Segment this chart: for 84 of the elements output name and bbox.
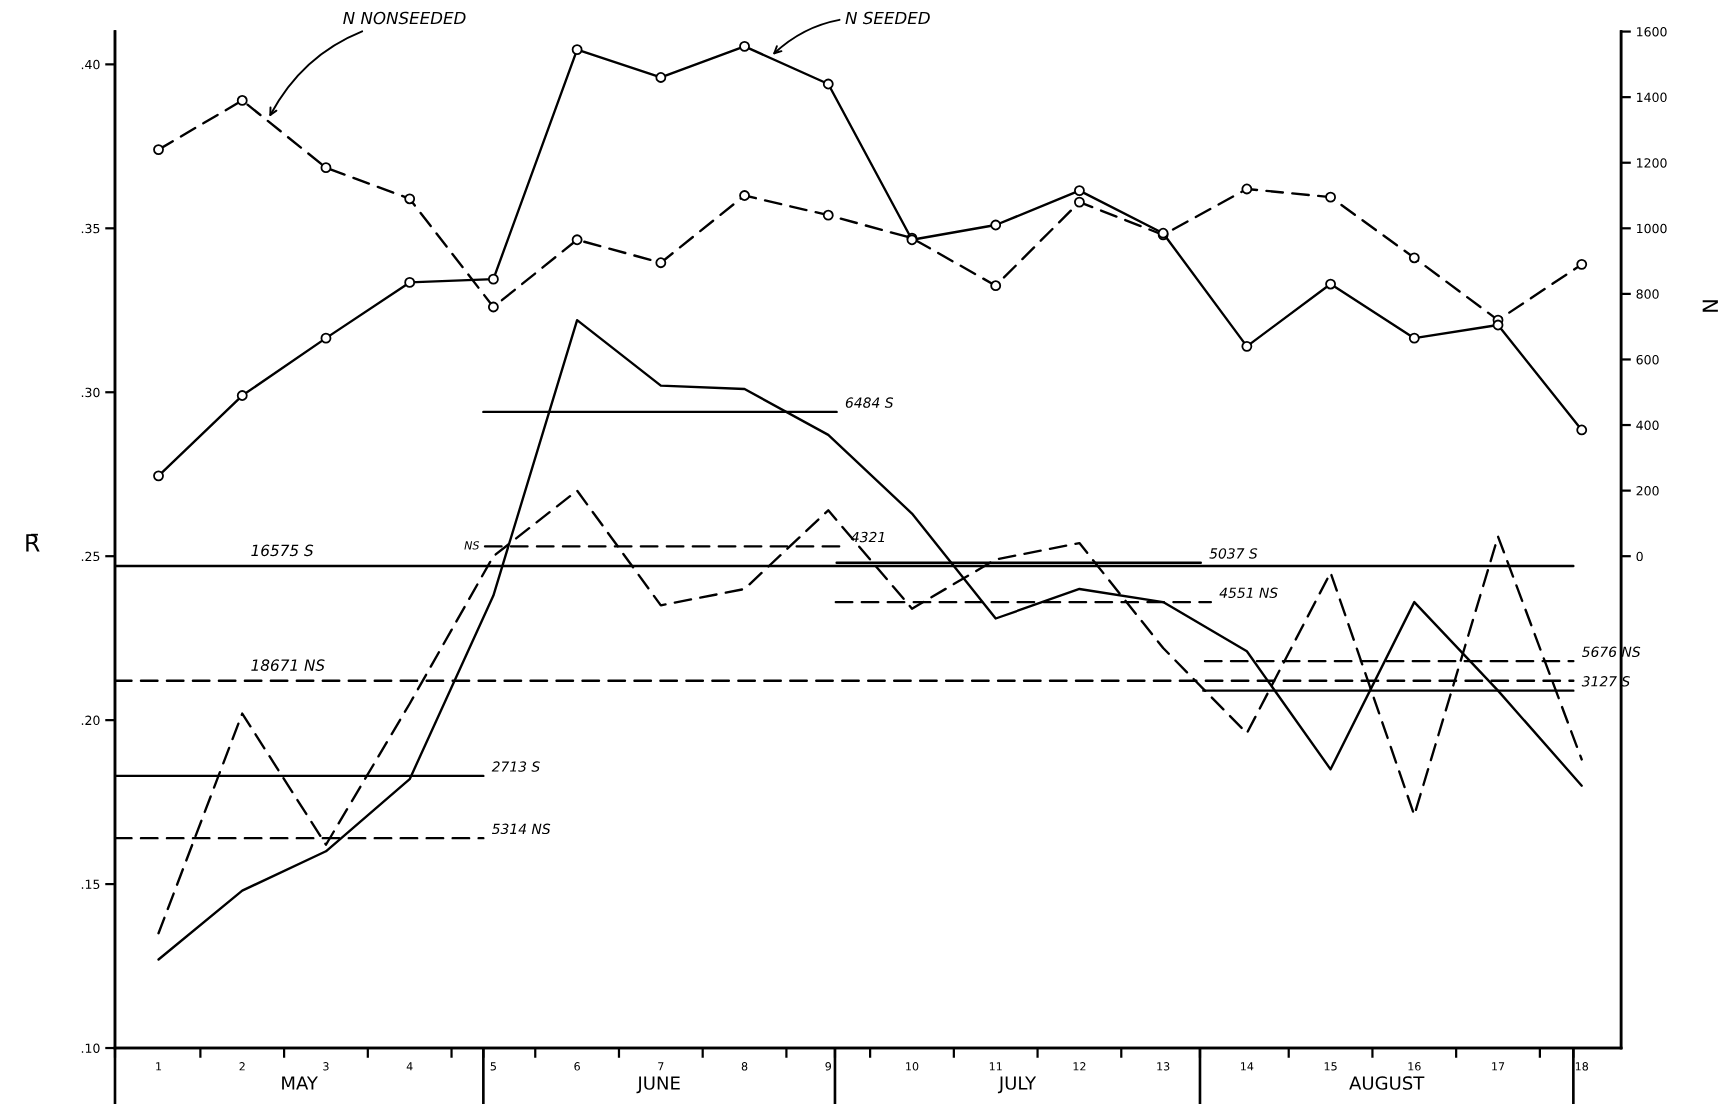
series-label: 5676 NS	[1581, 646, 1641, 658]
point	[153, 144, 164, 156]
x-tick-label: 11	[989, 1062, 1002, 1071]
point	[1241, 183, 1253, 195]
text: N SEEDED	[845, 11, 930, 25]
point	[487, 301, 499, 313]
series-label: 4551 NS	[1219, 587, 1278, 599]
point	[1074, 185, 1085, 197]
y2-tick-label: 1400	[1637, 92, 1667, 103]
y2-tick-label: 400	[1636, 420, 1659, 430]
point	[1325, 191, 1336, 203]
text: MAY	[282, 1076, 318, 1090]
y2-tick-label: 1600	[1637, 27, 1667, 37]
point	[1492, 319, 1504, 331]
text: AUGUST	[1349, 1076, 1425, 1090]
series-label: 5314 NS	[491, 823, 551, 835]
x-tick-label: 5	[490, 1062, 496, 1071]
x-tick-label: 15	[1324, 1062, 1337, 1071]
series-label: 16575 S	[251, 544, 314, 557]
point	[1074, 196, 1085, 208]
x-tick-label: 14	[1241, 1062, 1254, 1071]
y2-tick-label: 800	[1636, 289, 1659, 299]
y-axis-title: R̄	[26, 533, 40, 552]
x-tick-label: 8	[741, 1062, 748, 1071]
point	[571, 234, 583, 246]
point	[822, 209, 834, 221]
y2-tick-label: 1000	[1637, 223, 1667, 234]
y-tick-label: .10	[81, 1043, 100, 1053]
x-tick-label: 17	[1492, 1062, 1505, 1071]
x-tick-label: 16	[1408, 1062, 1421, 1071]
series-label: 3127 S	[1581, 676, 1630, 687]
y2-tick-label: 1200	[1637, 158, 1667, 168]
series-label: 6484 S	[845, 397, 894, 408]
point	[320, 332, 332, 344]
point	[1325, 278, 1336, 290]
point	[487, 273, 499, 285]
x-tick-label: 6	[574, 1062, 580, 1071]
x-tick-label: 18	[1575, 1062, 1589, 1071]
y-tick-label: .30	[81, 387, 100, 398]
y-tick-label: .15	[81, 879, 100, 890]
y-tick-label: .40	[81, 59, 100, 70]
point	[822, 78, 834, 90]
x-tick-label: 2	[239, 1062, 245, 1071]
y2-tick-label: 0	[1636, 551, 1643, 562]
x-tick-label: 12	[1073, 1062, 1086, 1071]
x-tick-label: 7	[658, 1062, 664, 1071]
point	[1408, 332, 1420, 344]
point	[655, 257, 667, 269]
x-tick-label: 13	[1157, 1062, 1170, 1071]
point	[236, 390, 248, 401]
point	[1576, 258, 1588, 270]
x-tick-label: 4	[406, 1062, 413, 1071]
series-label: 2713 S	[491, 761, 540, 772]
y-tick-label: .20	[81, 715, 100, 726]
x-tick-label: 10	[906, 1062, 919, 1071]
point	[655, 72, 667, 83]
point	[320, 162, 332, 174]
y2-tick-label: 200	[1636, 486, 1659, 496]
point	[571, 44, 583, 56]
text: JULY	[997, 1076, 1037, 1094]
point	[990, 280, 1002, 292]
series-label: 5037 S	[1209, 548, 1258, 559]
point	[236, 95, 248, 106]
annotation: NS	[464, 541, 480, 550]
text: JUNE	[636, 1076, 680, 1094]
y2-tick-label: 600	[1636, 354, 1659, 365]
point	[404, 193, 416, 205]
series-label: 4321	[851, 531, 885, 543]
series-label: 18671 NS	[251, 659, 325, 671]
point	[739, 40, 750, 52]
x-tick-label: 9	[825, 1062, 832, 1071]
point	[1241, 340, 1253, 352]
point	[739, 190, 750, 201]
y-tick-label: .35	[81, 223, 100, 234]
point	[404, 276, 416, 288]
point	[990, 219, 1002, 231]
x-tick-label: 1	[156, 1062, 162, 1071]
y-tick-label: .25	[81, 551, 100, 562]
text: N NONSEEDED	[343, 11, 466, 25]
point	[1576, 424, 1588, 436]
x-tick-label: 3	[323, 1062, 329, 1071]
point	[153, 470, 164, 482]
y2-axis-title: N	[1702, 300, 1718, 312]
point	[1408, 252, 1420, 264]
